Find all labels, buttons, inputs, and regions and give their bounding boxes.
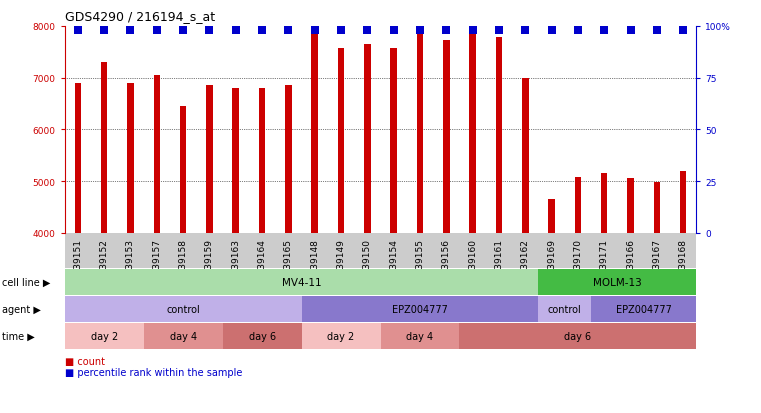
Point [335, 27, 347, 34]
Text: cell line ▶: cell line ▶ [2, 278, 50, 287]
Point [124, 27, 136, 34]
Point [309, 27, 321, 34]
Point [572, 27, 584, 34]
Point [493, 27, 505, 34]
Text: control: control [166, 304, 200, 314]
Point [414, 27, 426, 34]
Bar [311, 29, 318, 233]
Text: time ▶: time ▶ [2, 331, 34, 341]
Point [151, 27, 163, 34]
Text: day 4: day 4 [170, 331, 196, 341]
Point [625, 27, 637, 34]
Bar [364, 45, 371, 233]
Point [440, 27, 452, 34]
Text: EPZ004777: EPZ004777 [392, 304, 448, 314]
Point [177, 27, 189, 34]
Bar [495, 38, 502, 233]
Bar [601, 174, 607, 233]
Bar [443, 41, 450, 233]
Bar [575, 178, 581, 233]
Bar [154, 76, 160, 233]
Bar [390, 48, 397, 233]
Bar [680, 171, 686, 233]
Bar [417, 29, 423, 233]
Bar [127, 83, 134, 233]
Point [72, 27, 84, 34]
Text: agent ▶: agent ▶ [2, 304, 40, 314]
Bar [627, 178, 634, 233]
Point [466, 27, 479, 34]
Bar [75, 83, 81, 233]
Point [546, 27, 558, 34]
Point [387, 27, 400, 34]
Point [98, 27, 110, 34]
Text: ■ count: ■ count [65, 356, 105, 366]
Text: EPZ004777: EPZ004777 [616, 304, 672, 314]
Point [361, 27, 374, 34]
Text: ■ percentile rank within the sample: ■ percentile rank within the sample [65, 367, 242, 377]
Point [256, 27, 268, 34]
Bar [548, 200, 555, 233]
Bar [654, 183, 660, 233]
Text: GDS4290 / 216194_s_at: GDS4290 / 216194_s_at [65, 10, 215, 23]
Bar [470, 29, 476, 233]
Text: day 4: day 4 [406, 331, 434, 341]
Point [598, 27, 610, 34]
Point [282, 27, 295, 34]
Point [651, 27, 663, 34]
Text: day 6: day 6 [249, 331, 275, 341]
Bar [285, 86, 291, 233]
Text: day 2: day 2 [327, 331, 355, 341]
Point [203, 27, 215, 34]
Bar [180, 107, 186, 233]
Text: day 6: day 6 [565, 331, 591, 341]
Bar [101, 63, 107, 233]
Bar [259, 89, 266, 233]
Bar [522, 78, 529, 233]
Text: day 2: day 2 [91, 331, 118, 341]
Text: MOLM-13: MOLM-13 [593, 278, 642, 287]
Bar [206, 86, 213, 233]
Point [519, 27, 531, 34]
Point [677, 27, 689, 34]
Text: MV4-11: MV4-11 [282, 278, 321, 287]
Text: control: control [548, 304, 581, 314]
Bar [232, 89, 239, 233]
Point [230, 27, 242, 34]
Bar [338, 48, 344, 233]
